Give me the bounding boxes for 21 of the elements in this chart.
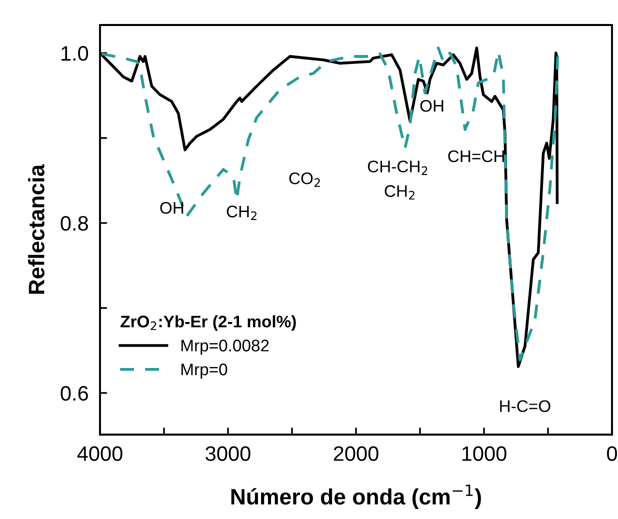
annotation: CO$_{2}$ [289, 172, 320, 187]
annotation: H-C=O [500, 400, 550, 412]
x-tick-label: 2000 [334, 446, 378, 462]
x-axis-title: Número de onda (cm$^{−1}$) [231, 484, 481, 510]
y-tick-label: 0.8 [60, 216, 88, 231]
x-tick-label: 0 [607, 446, 617, 462]
y-axis-title: Reflectancia [28, 164, 44, 294]
legend-label: Mrp=0 [181, 364, 228, 379]
y-tick-label: 1.0 [62, 46, 88, 61]
legend-title: ZrO$_{2}$:Yb-Er (2-1 mol%) [120, 315, 296, 331]
annotation: CH$_{2}$ [384, 185, 414, 200]
annotation: CH-CH$_{2}$ [368, 160, 428, 175]
y-tick-label: 0.6 [60, 386, 88, 401]
x-tick-label: 1000 [462, 446, 506, 462]
annotation: CH=CH [448, 150, 504, 162]
annotation: CH$_{2}$ [226, 206, 256, 220]
x-tick-label: 3000 [206, 446, 250, 462]
annotation: OH [420, 100, 444, 112]
x-tick-label: 4000 [77, 446, 122, 462]
annotation: OH [160, 202, 184, 214]
legend-label: Mrp=0.0082 [181, 340, 269, 355]
